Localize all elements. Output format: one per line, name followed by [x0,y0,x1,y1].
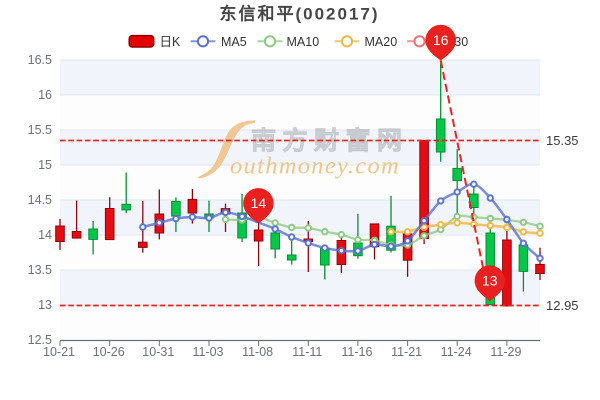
svg-text:11-11: 11-11 [292,345,322,359]
svg-text:14.5: 14.5 [28,193,52,207]
svg-text:outhmoney.com: outhmoney.com [230,153,400,180]
svg-text:MA10: MA10 [287,35,320,49]
svg-text:15: 15 [38,158,52,172]
svg-text:东信和平(002017): 东信和平(002017) [219,4,379,24]
svg-text:15.35: 15.35 [546,133,579,148]
svg-text:11-29: 11-29 [490,345,521,359]
svg-text:11-16: 11-16 [341,345,372,359]
svg-text:16: 16 [38,88,52,102]
svg-text:日K: 日K [160,35,182,49]
svg-text:14: 14 [38,228,52,242]
svg-text:11-03: 11-03 [192,345,223,359]
svg-text:MA5: MA5 [221,35,247,49]
svg-text:12.95: 12.95 [546,298,579,313]
svg-text:MA20: MA20 [365,35,398,49]
svg-text:13: 13 [38,298,52,312]
svg-text:16: 16 [433,32,449,48]
svg-text:10-31: 10-31 [142,345,174,359]
svg-text:11-08: 11-08 [242,345,273,359]
svg-text:11-21: 11-21 [391,345,422,359]
svg-text:11-24: 11-24 [441,345,472,359]
svg-text:16.5: 16.5 [28,53,52,67]
svg-text:13: 13 [482,272,498,288]
svg-text:12.5: 12.5 [28,333,52,347]
svg-text:13.5: 13.5 [28,263,52,277]
svg-text:10-21: 10-21 [43,345,75,359]
svg-text:14: 14 [251,195,267,211]
svg-text:10-26: 10-26 [93,345,125,359]
svg-text:15.5: 15.5 [28,123,52,137]
